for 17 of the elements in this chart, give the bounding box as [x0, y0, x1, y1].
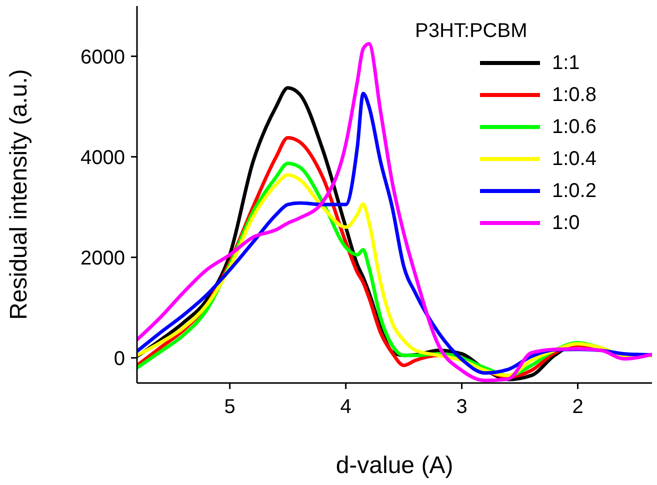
legend-label: 1:0.6	[552, 116, 596, 138]
legend-label: 1:0.4	[552, 148, 596, 170]
legend-title: P3HT:PCBM	[415, 20, 528, 43]
x-tick-label: 4	[340, 396, 352, 418]
legend-label: 1:0.8	[552, 84, 596, 106]
y-tick-label: 6000	[80, 46, 125, 68]
y-tick-label: 4000	[80, 146, 125, 169]
legend-label: 1:0.2	[552, 180, 596, 202]
x-tick-label: 5	[224, 396, 236, 418]
legend-label: 1:0	[552, 212, 580, 234]
legend-label: 1:1	[552, 52, 580, 74]
x-axis-title: d-value (A)	[336, 452, 454, 479]
y-tick-label: 2000	[80, 247, 125, 270]
y-tick-label: 0	[114, 348, 125, 370]
y-axis-title: Residual intensity (a.u.)	[6, 69, 33, 320]
x-tick-label: 2	[572, 396, 584, 418]
x-tick-label: 3	[456, 396, 468, 418]
